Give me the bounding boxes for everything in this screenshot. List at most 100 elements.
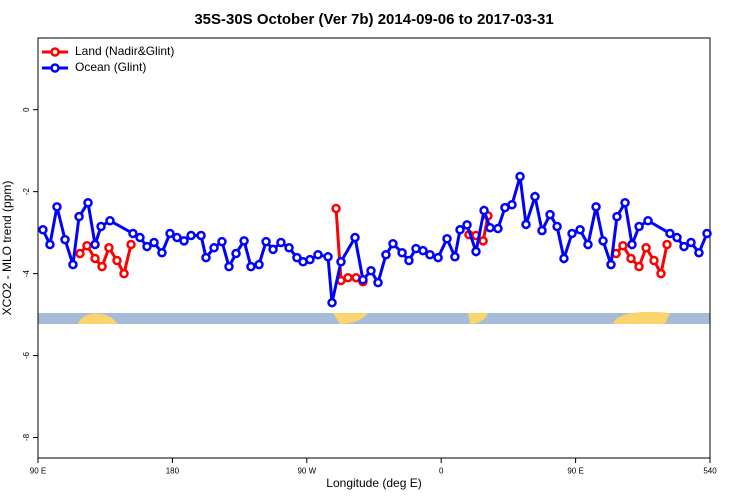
x-tick-label: 90 E bbox=[567, 467, 583, 476]
data-point bbox=[404, 255, 414, 266]
x-tick-label: 90 W bbox=[297, 467, 316, 476]
data-point bbox=[686, 237, 696, 248]
data-point bbox=[350, 232, 360, 243]
y-tick-label: -4 bbox=[22, 270, 31, 278]
data-point bbox=[172, 232, 182, 243]
data-point bbox=[157, 247, 167, 258]
data-point bbox=[82, 240, 92, 251]
data-point bbox=[83, 197, 93, 208]
data-point bbox=[627, 239, 637, 250]
data-point bbox=[656, 268, 666, 279]
data-point bbox=[90, 253, 100, 264]
data-point bbox=[179, 236, 189, 246]
data-point bbox=[665, 228, 675, 239]
data-point bbox=[90, 239, 100, 250]
land-blob bbox=[333, 313, 368, 324]
data-point bbox=[186, 230, 196, 241]
data-point bbox=[641, 243, 651, 253]
legend-marker bbox=[50, 47, 60, 57]
data-point bbox=[358, 275, 368, 285]
data-point bbox=[313, 250, 323, 260]
data-point bbox=[425, 250, 435, 260]
data-point bbox=[598, 236, 608, 246]
data-point bbox=[331, 203, 341, 214]
data-point bbox=[583, 239, 593, 250]
data-point bbox=[323, 252, 333, 262]
data-point bbox=[643, 216, 653, 226]
data-point bbox=[545, 209, 555, 220]
legend-label: Land (Nadir&Glint) bbox=[75, 44, 174, 58]
data-point bbox=[126, 239, 136, 250]
data-point bbox=[268, 244, 278, 255]
data-point bbox=[75, 248, 85, 259]
data-point bbox=[366, 265, 376, 276]
data-point bbox=[68, 259, 78, 270]
y-axis-label: XCO2 - MLO trend (ppm) bbox=[0, 181, 14, 316]
data-point bbox=[142, 241, 152, 252]
data-point bbox=[433, 252, 443, 263]
data-point bbox=[327, 297, 337, 308]
data-point bbox=[74, 211, 84, 222]
data-point bbox=[209, 243, 219, 253]
data-point bbox=[112, 255, 122, 266]
data-point bbox=[479, 205, 489, 216]
data-point bbox=[478, 236, 488, 246]
data-point bbox=[462, 220, 472, 230]
data-point bbox=[471, 246, 481, 257]
legend-marker bbox=[50, 63, 60, 73]
data-point bbox=[591, 202, 601, 212]
data-point bbox=[634, 221, 644, 232]
data-point bbox=[38, 225, 48, 235]
legend-label: Ocean (Glint) bbox=[75, 60, 146, 74]
data-point bbox=[246, 261, 256, 272]
data-point bbox=[105, 216, 115, 226]
data-point bbox=[60, 234, 70, 245]
data-point bbox=[373, 277, 383, 288]
data-point bbox=[128, 228, 138, 239]
data-point bbox=[135, 232, 145, 243]
data-point bbox=[634, 261, 644, 272]
y-tick-label: -8 bbox=[22, 433, 31, 441]
x-tick-label: 0 bbox=[439, 467, 444, 476]
data-point bbox=[224, 261, 234, 272]
chart-title: 35S-30S October (Ver 7b) 2014-09-06 to 2… bbox=[194, 11, 553, 28]
data-point bbox=[305, 254, 315, 265]
y-tick-label: -2 bbox=[22, 188, 31, 196]
data-point bbox=[343, 272, 353, 283]
data-point bbox=[702, 228, 712, 239]
data-point bbox=[97, 261, 107, 272]
data-point bbox=[45, 239, 55, 250]
data-point bbox=[649, 255, 659, 266]
data-point bbox=[662, 239, 672, 250]
data-point bbox=[530, 191, 540, 202]
land-blob bbox=[78, 313, 118, 324]
land-blob bbox=[468, 313, 488, 324]
y-tick-label: -6 bbox=[22, 351, 31, 359]
data-point bbox=[694, 247, 704, 258]
data-point bbox=[618, 240, 628, 251]
data-point bbox=[552, 221, 562, 232]
data-point bbox=[521, 219, 531, 230]
data-point bbox=[575, 225, 585, 235]
x-tick-label: 540 bbox=[703, 467, 717, 476]
data-point bbox=[485, 222, 495, 233]
data-point bbox=[612, 211, 622, 222]
data-point bbox=[672, 232, 682, 243]
data-point bbox=[493, 223, 503, 234]
data-point bbox=[450, 252, 460, 262]
data-point bbox=[567, 228, 577, 239]
data-point bbox=[620, 197, 630, 208]
data-point bbox=[626, 253, 636, 264]
data-point bbox=[537, 225, 547, 236]
y-tick-label: 0 bbox=[22, 107, 31, 112]
data-point bbox=[559, 253, 569, 264]
data-point bbox=[217, 236, 227, 247]
x-tick-label: 180 bbox=[166, 467, 180, 476]
x-tick-label: 90 E bbox=[30, 467, 46, 476]
ocean-strip bbox=[38, 313, 710, 324]
data-point bbox=[201, 252, 211, 263]
data-point bbox=[455, 225, 465, 235]
data-point bbox=[397, 247, 407, 258]
x-axis-label: Longitude (deg E) bbox=[326, 476, 421, 490]
data-point bbox=[606, 259, 616, 270]
